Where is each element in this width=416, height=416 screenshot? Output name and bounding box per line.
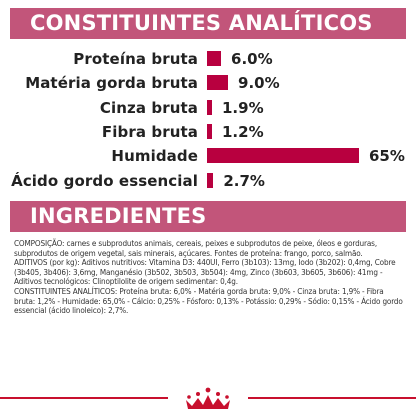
constituents-banner: CONSTITUINTES ANALÍTICOS <box>10 8 406 39</box>
analytics-bar <box>207 123 212 139</box>
analytics-value: 6.0% <box>231 50 273 68</box>
analytics-bar <box>207 75 229 91</box>
crown-logo-icon <box>186 387 230 409</box>
analytics-row: Humidade 65% <box>0 145 416 167</box>
analytics-bar <box>207 99 212 115</box>
ingredients-text: COMPOSIÇÃO: carnes e subprodutos animais… <box>14 238 406 316</box>
composition-paragraph: COMPOSIÇÃO: carnes e subprodutos animais… <box>14 238 377 258</box>
ingredients-title: INGREDIENTES <box>30 204 207 228</box>
analytics-row: Fibra bruta 1.2% <box>0 121 416 143</box>
analytics-bar <box>207 51 222 66</box>
analytics-label: Cinza bruta <box>99 98 198 117</box>
analytics-label: Fibra bruta <box>101 122 198 141</box>
analytics-bar-chart: Proteína bruta 6.0% Matéria gorda bruta 9.0… <box>0 48 416 198</box>
ingredients-banner: INGREDIENTES <box>10 201 406 232</box>
analytics-label: Matéria gorda bruta <box>25 74 198 93</box>
analytics-value: 1.2% <box>222 122 264 141</box>
royal-canin-crown-logo <box>168 386 248 412</box>
analytics-bar <box>207 148 359 164</box>
analytics-row: Ácido gordo essencial 2.7% <box>0 170 416 192</box>
analytics-label: Proteína bruta <box>73 50 198 68</box>
analytics-value: 9.0% <box>238 74 280 93</box>
analytics-row: Proteína bruta 6.0% <box>0 48 416 70</box>
analytics-value: 2.7% <box>223 171 265 190</box>
analytics-value: 65% <box>369 147 405 166</box>
analytics-row: Matéria gorda bruta 9.0% <box>0 72 416 94</box>
analytics-row: Cinza bruta 1.9% <box>0 97 416 119</box>
analytics-value: 1.9% <box>222 98 264 117</box>
constituents-paragraph: CONSTITUINTES ANALÍTICOS: Proteína bruta… <box>14 285 403 316</box>
additives-paragraph: ADITIVOS (por kg): Aditivos nutritivos: … <box>14 257 396 287</box>
analytics-bar <box>207 172 214 188</box>
analytics-label: Ácido gordo essencial <box>11 171 198 190</box>
analytics-label: Humidade <box>111 147 198 166</box>
constituents-title: CONSTITUINTES ANALÍTICOS <box>30 11 373 35</box>
